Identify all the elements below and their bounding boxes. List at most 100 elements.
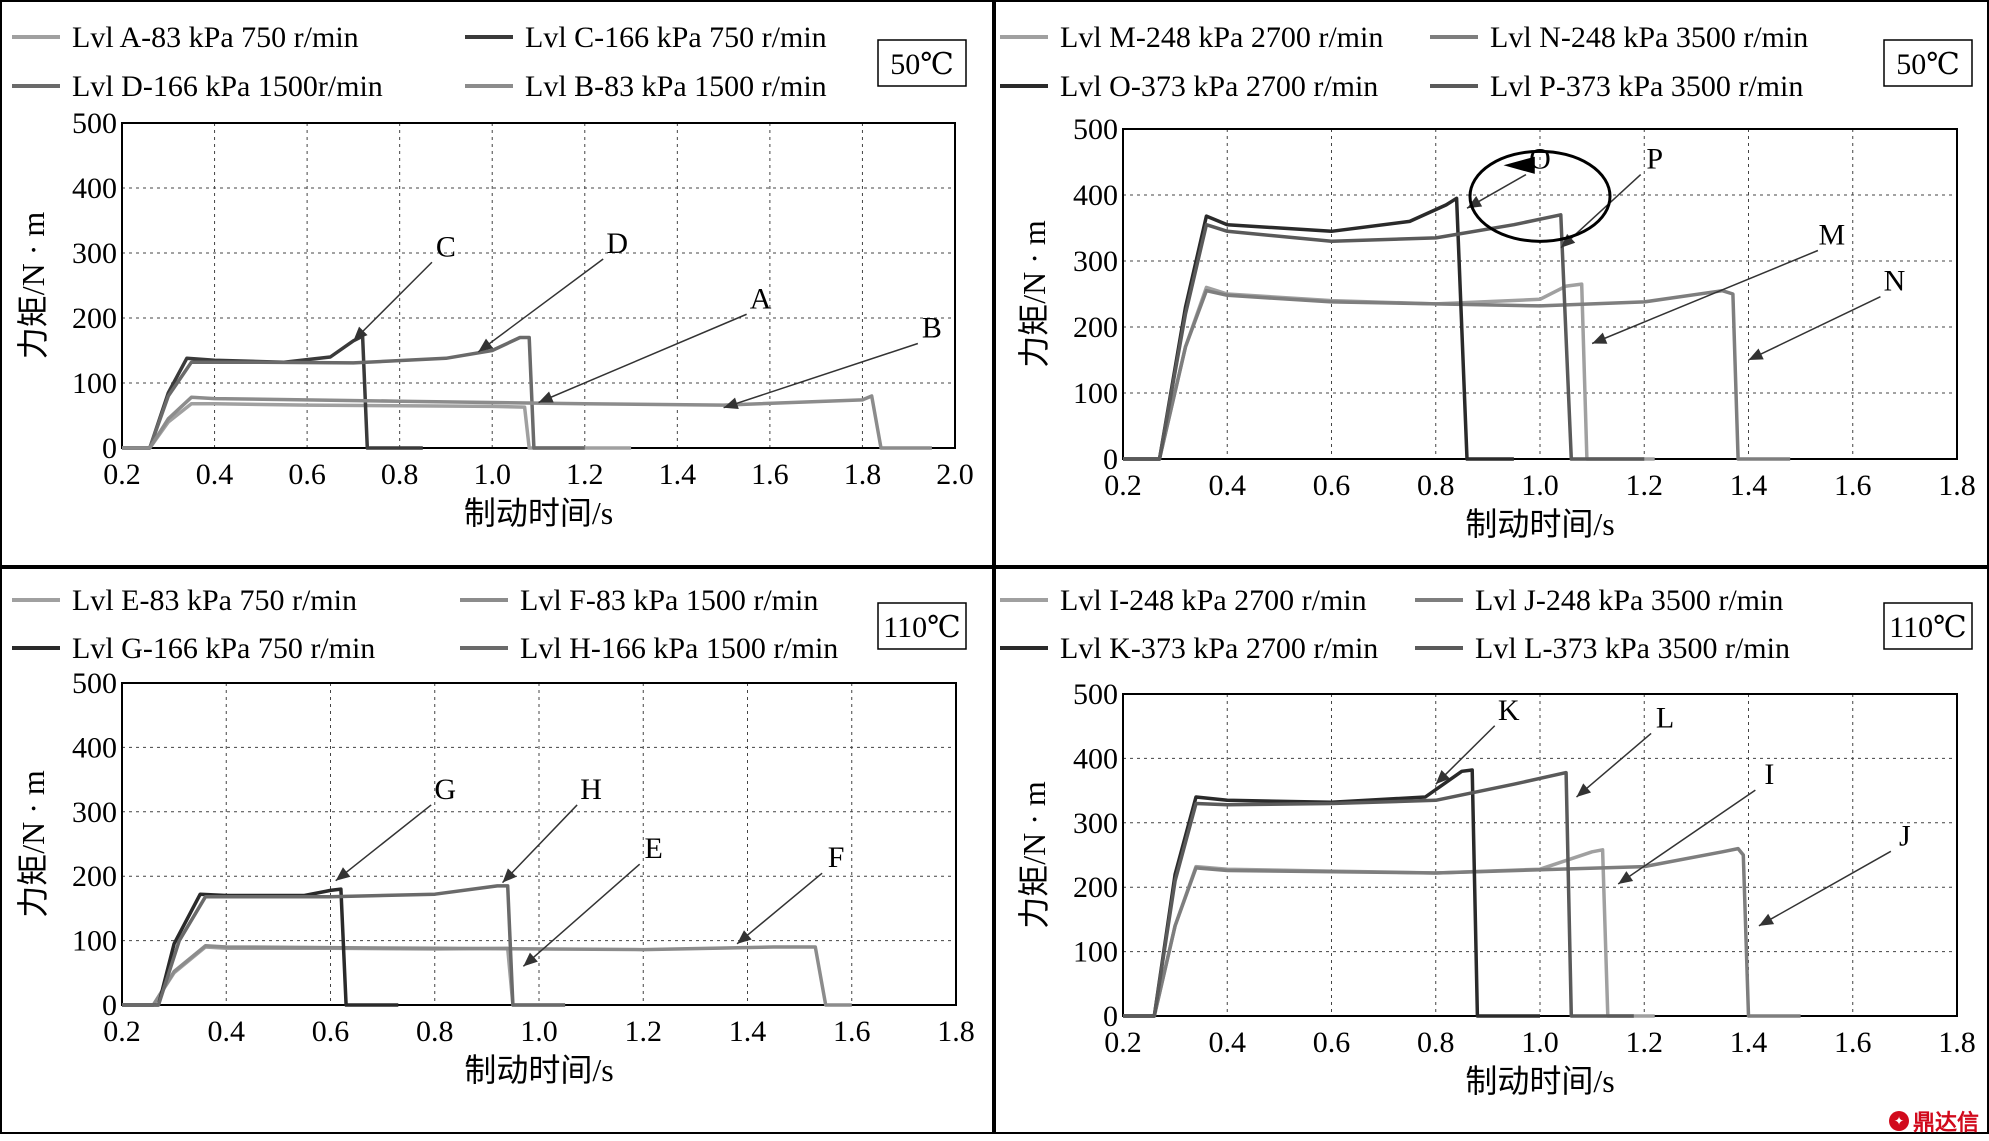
annotation-arrow-line <box>522 863 641 967</box>
temperature-box <box>877 602 967 650</box>
y-tick-label: 200 <box>1073 311 1118 344</box>
annotation-arrow-line <box>501 804 578 884</box>
annotation-arrow-line <box>335 804 432 882</box>
annotation-label: E <box>645 832 663 865</box>
x-tick-label: 1.2 <box>1626 1026 1664 1059</box>
series-line <box>122 334 423 450</box>
annotation-arrow-head <box>1748 348 1764 360</box>
annotation-arrow-head <box>723 397 739 410</box>
annotation-arrow-head <box>1758 913 1775 926</box>
series-line <box>122 335 585 450</box>
temperature-label: 110℃ <box>883 611 960 644</box>
annotation-label: L <box>1656 701 1674 734</box>
y-tick-label: 300 <box>72 796 117 829</box>
annotation-arrow-line <box>723 342 919 409</box>
legend-label: Lvl F-83 kPa 1500 r/min <box>520 584 818 617</box>
x-tick-label: 1.4 <box>659 458 697 491</box>
x-axis-title: 制动时间/s <box>464 1052 613 1088</box>
annotation-arrow-head <box>502 868 517 883</box>
x-tick-label: 0.2 <box>1104 1026 1142 1059</box>
y-tick-label: 300 <box>72 237 117 270</box>
annotation-arrow-head <box>1560 233 1576 248</box>
x-axis-title: 制动时间/s <box>1465 506 1614 542</box>
annotation-label: C <box>436 230 456 263</box>
x-tick-label: 0.4 <box>1209 1026 1247 1059</box>
annotation-label: H <box>580 773 602 806</box>
annotation-label: G <box>434 773 456 806</box>
series-line <box>1123 213 1645 461</box>
series-line <box>122 944 852 1007</box>
annotation-label: P <box>1646 143 1663 176</box>
annotation-arrow-head <box>353 326 368 341</box>
legend-label: Lvl B-83 kPa 1500 r/min <box>525 70 827 103</box>
x-tick-label: 1.8 <box>844 458 882 491</box>
annotation-arrow-line <box>1591 249 1819 345</box>
legend-label: Lvl M-248 kPa 2700 r/min <box>1060 21 1383 54</box>
annotation-label: F <box>828 841 845 874</box>
annotation-label: K <box>1498 694 1520 727</box>
plot-frame <box>1122 128 1958 460</box>
annotation-label: J <box>1899 819 1911 852</box>
annotation-label: D <box>606 227 628 260</box>
panel-border <box>994 0 1989 567</box>
y-axis-title: 力矩/N · m <box>1016 220 1052 368</box>
y-tick-label: 0 <box>102 989 117 1022</box>
series-line <box>1123 288 1791 461</box>
temperature-box <box>877 39 967 87</box>
annotation-label: I <box>1764 758 1774 791</box>
x-tick-label: 1.0 <box>1521 469 1559 502</box>
x-tick-label: 1.2 <box>566 458 604 491</box>
annotation-arrow-head <box>737 930 752 944</box>
y-tick-label: 300 <box>1073 245 1118 278</box>
panel-border <box>0 0 994 567</box>
x-tick-label: 1.6 <box>1834 1026 1872 1059</box>
annotation-arrow-head <box>1618 871 1634 884</box>
temperature-box <box>1883 602 1973 650</box>
x-tick-label: 1.0 <box>473 458 511 491</box>
panel-110c-high-pressure: 0.2 0.4 0.6 0.8 1.0 1.2 1.4 1.6 1.8 0 100 200 300 400… <box>994 567 1989 1134</box>
watermark-logo-icon: ✦ <box>1888 1111 1909 1131</box>
y-tick-label: 0 <box>102 432 117 465</box>
x-tick-label: 0.8 <box>1417 469 1455 502</box>
x-tick-label: 1.8 <box>937 1015 975 1048</box>
x-tick-label: 0.2 <box>103 458 141 491</box>
series-line <box>122 394 932 450</box>
highlight-arrow-head <box>1503 156 1535 174</box>
y-tick-label: 0 <box>1103 443 1118 476</box>
legend-label: Lvl H-166 kPa 1500 r/min <box>520 632 838 665</box>
watermark: ✦ 鼎达信 <box>1888 1105 1979 1137</box>
y-tick-label: 100 <box>1073 936 1118 969</box>
x-axis-title: 制动时间/s <box>464 495 613 531</box>
x-tick-label: 0.6 <box>1313 1026 1351 1059</box>
annotation-arrow-head <box>1592 332 1608 344</box>
x-tick-label: 1.4 <box>1730 469 1768 502</box>
x-tick-label: 1.6 <box>1834 469 1872 502</box>
legend-label: Lvl I-248 kPa 2700 r/min <box>1060 584 1367 617</box>
annotation-arrow-line <box>1758 850 1892 927</box>
y-tick-label: 200 <box>1073 871 1118 904</box>
temperature-box <box>1883 39 1973 87</box>
x-tick-label: 1.4 <box>729 1015 767 1048</box>
panel-border <box>0 567 994 1134</box>
x-tick-label: 0.8 <box>381 458 419 491</box>
panel-50c-low-pressure: 0.2 0.4 0.6 0.8 1.0 1.2 1.4 1.6 1.8 2.0 0 100 200 300… <box>0 0 994 567</box>
x-tick-label: 1.4 <box>1730 1026 1768 1059</box>
annotation-arrow-line <box>736 872 823 945</box>
x-tick-label: 1.0 <box>520 1015 558 1048</box>
annotation-arrow-line <box>477 258 604 353</box>
legend-label: Lvl J-248 kPa 3500 r/min <box>1475 584 1783 617</box>
series-line <box>1123 770 1634 1018</box>
y-tick-label: 400 <box>1073 179 1118 212</box>
annotation-arrow-head <box>335 867 351 881</box>
annotation-label: M <box>1819 219 1846 252</box>
annotation-label: N <box>1884 265 1906 298</box>
y-tick-label: 200 <box>72 302 117 335</box>
annotation-arrow-head <box>538 391 554 403</box>
x-tick-label: 0.4 <box>208 1015 246 1048</box>
legend-label: Lvl O-373 kPa 2700 r/min <box>1060 70 1378 103</box>
legend-label: Lvl K-373 kPa 2700 r/min <box>1060 632 1378 665</box>
x-tick-label: 1.2 <box>1626 469 1664 502</box>
x-tick-label: 0.2 <box>1104 469 1142 502</box>
x-tick-label: 0.6 <box>1313 469 1351 502</box>
